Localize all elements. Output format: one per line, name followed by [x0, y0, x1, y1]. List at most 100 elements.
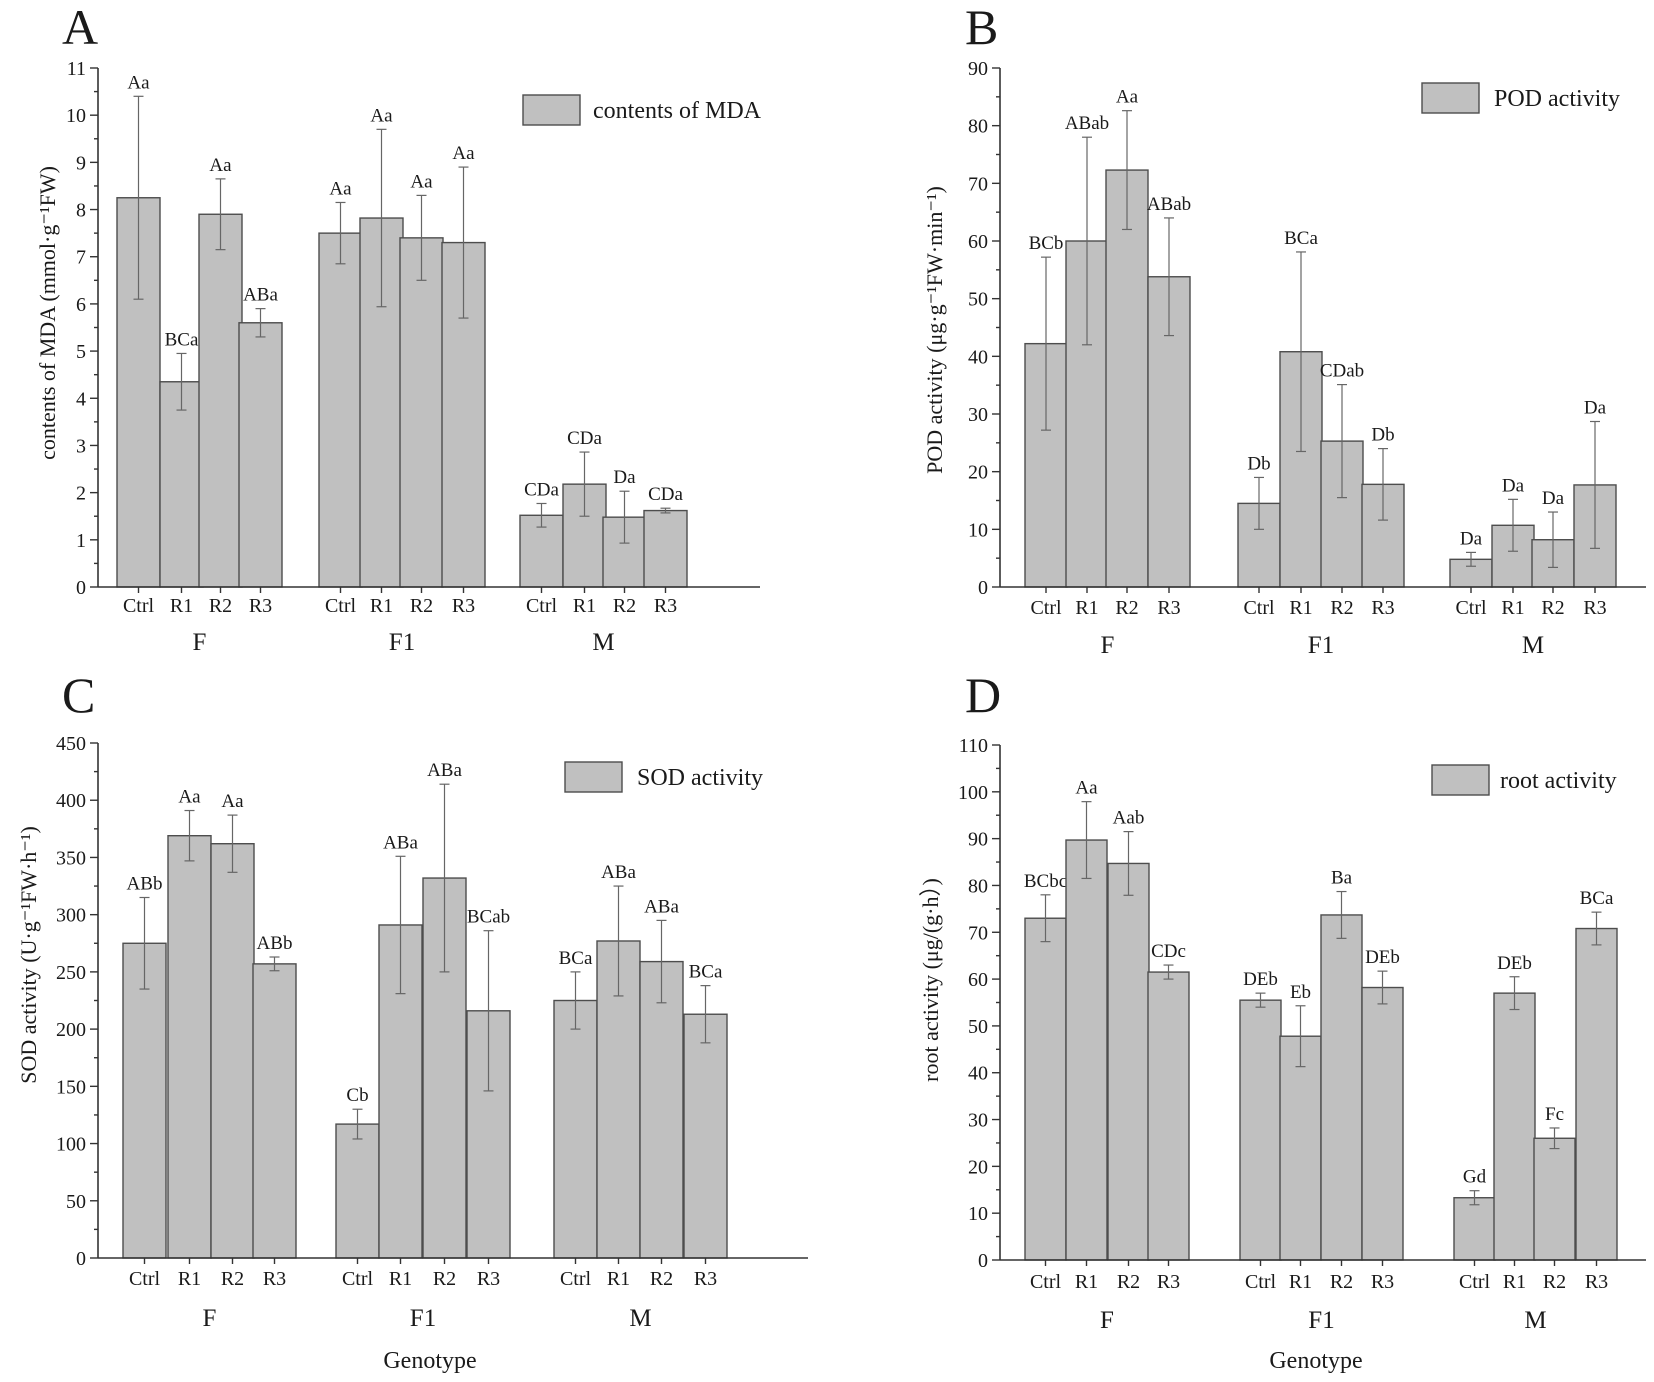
- svg-text:contents of MDA (mmol·g⁻¹FW): contents of MDA (mmol·g⁻¹FW): [35, 166, 60, 460]
- sig-label-c-0-2: Aa: [221, 791, 244, 812]
- sig-label-b-0-1: ABab: [1065, 113, 1109, 134]
- x-tick-label-b-1-3: R3: [1371, 597, 1394, 619]
- y-tick-label-d-10: 100: [958, 782, 988, 804]
- error-bar-b-2-1: [1508, 498, 1518, 552]
- y-tick-label-a-1: 1: [76, 530, 86, 552]
- bar-d-f-r2: [1107, 862, 1150, 1261]
- error-bar-a-2-0: [536, 502, 547, 528]
- y-tick-label-c-3: 150: [56, 1076, 86, 1098]
- y-axis-title-d: root activity (μg/(g·h）): [918, 878, 943, 1082]
- y-tick-label-d-11: 110: [959, 735, 988, 757]
- sig-label-d-2-1: DEb: [1497, 953, 1532, 974]
- group-label-d-m: M: [1524, 1307, 1546, 1334]
- x-tick-label-c-2-1: R1: [607, 1268, 630, 1290]
- error-bar-c-1-3: [483, 930, 494, 1092]
- bar-c-f-r3: [252, 963, 297, 1259]
- svg-text:root activity (μg/(g·h）): root activity (μg/(g·h）): [918, 878, 943, 1082]
- bar-d-f1-r2: [1320, 914, 1363, 1261]
- error-bar-d-2-1: [1509, 976, 1520, 1011]
- y-tick-label-b-6: 60: [968, 231, 988, 253]
- legend-swatch-d: [1431, 764, 1490, 796]
- sig-label-d-2-2: Fc: [1545, 1104, 1564, 1125]
- y-tick-label-d-3: 30: [968, 1110, 988, 1132]
- x-tick-label-c-1-1: R1: [389, 1268, 412, 1290]
- bar-d-f-ctrl: [1024, 917, 1067, 1261]
- y-tick-label-b-1: 10: [968, 519, 988, 541]
- sig-label-c-2-2: ABa: [644, 896, 679, 917]
- bar-c-f-r2: [210, 843, 255, 1259]
- error-bar-b-0-3: [1164, 217, 1174, 337]
- y-tick-label-c-2: 100: [56, 1134, 86, 1156]
- legend-swatch-b: [1421, 82, 1480, 114]
- y-tick-label-b-2: 20: [968, 462, 988, 484]
- legend-swatch-c: [564, 761, 623, 793]
- error-bar-c-0-2: [227, 814, 238, 873]
- sig-label-b-1-0: Db: [1247, 453, 1270, 474]
- x-axis-title-c: Genotype: [383, 1348, 476, 1374]
- error-bar-b-0-0: [1041, 256, 1051, 431]
- bar-d-m-r3: [1575, 927, 1618, 1261]
- y-tick-label-c-4: 200: [56, 1019, 86, 1041]
- error-bar-d-2-3: [1591, 911, 1602, 946]
- y-tick-label-b-3: 30: [968, 404, 988, 426]
- y-axis-title-b: POD activity (μg·g⁻¹FW·min⁻¹): [922, 186, 947, 474]
- error-bar-c-1-2: [439, 783, 450, 973]
- sig-label-a-2-2: Da: [613, 467, 636, 488]
- error-bar-a-0-0: [133, 95, 144, 300]
- x-tick-label-d-1-1: R1: [1289, 1271, 1312, 1293]
- y-tick-label-c-6: 300: [56, 905, 86, 927]
- bar-b-f-r2: [1105, 169, 1149, 588]
- y-tick-label-a-3: 3: [76, 435, 86, 457]
- y-tick-label-a-8: 8: [76, 200, 86, 222]
- error-bar-d-0-0: [1040, 894, 1051, 943]
- y-axis-title-c: SOD activity (U·g⁻¹FW·h⁻¹): [16, 826, 41, 1084]
- error-bar-c-1-1: [395, 855, 406, 995]
- error-bar-c-2-0: [570, 971, 581, 1030]
- group-label-c-f: F: [203, 1305, 217, 1332]
- error-bar-a-2-1: [579, 451, 590, 517]
- x-tick-label-a-2-1: R1: [573, 595, 596, 617]
- x-tick-label-d-1-3: R3: [1371, 1271, 1394, 1293]
- legend-label-a: contents of MDA: [593, 98, 762, 124]
- panel-letter-b: B: [965, 0, 998, 55]
- y-tick-label-b-0: 0: [978, 577, 988, 599]
- sig-label-c-0-3: ABb: [257, 933, 293, 954]
- bar-c-m-r3: [683, 1013, 728, 1259]
- legend-label-d: root activity: [1500, 768, 1617, 794]
- x-axis-title-d: Genotype: [1269, 1348, 1362, 1374]
- legend-b: POD activity: [1421, 82, 1620, 114]
- x-tick-label-d-0-2: R2: [1117, 1271, 1140, 1293]
- x-tick-label-a-2-2: R2: [613, 595, 636, 617]
- svg-text:POD activity (μg·g⁻¹FW·min⁻¹): POD activity (μg·g⁻¹FW·min⁻¹): [922, 186, 947, 474]
- x-tick-label-b-0-0: Ctrl: [1030, 597, 1062, 619]
- sig-label-a-2-3: CDa: [648, 484, 683, 505]
- bar-c-f-r1: [167, 835, 212, 1259]
- bar-c-m-r2: [639, 960, 684, 1259]
- x-tick-label-c-2-2: R2: [650, 1268, 673, 1290]
- error-bar-a-1-0: [335, 201, 346, 265]
- sig-label-c-1-1: ABa: [383, 832, 418, 853]
- panel-c: C SOD activity (U·g⁻¹FW·h⁻¹) SOD activit…: [16, 667, 808, 1374]
- panel-letter-a: A: [62, 0, 98, 55]
- y-tick-label-d-2: 20: [968, 1156, 988, 1178]
- x-tick-label-b-0-1: R1: [1075, 597, 1098, 619]
- sig-label-d-1-0: DEb: [1243, 969, 1278, 990]
- bar-d-f-r3: [1147, 971, 1190, 1261]
- sig-label-d-2-3: BCa: [1580, 888, 1614, 909]
- x-tick-label-b-2-1: R1: [1501, 597, 1524, 619]
- x-tick-label-d-1-2: R2: [1330, 1271, 1353, 1293]
- y-tick-label-d-0: 0: [978, 1250, 988, 1272]
- error-bar-b-2-3: [1590, 420, 1600, 549]
- error-bar-b-2-2: [1548, 511, 1558, 568]
- error-bar-a-2-2: [619, 490, 630, 544]
- sig-label-a-0-3: ABa: [243, 285, 278, 306]
- y-tick-label-a-4: 4: [76, 388, 86, 410]
- group-label-b-f1: F1: [1308, 632, 1334, 659]
- error-bar-d-2-2: [1549, 1127, 1560, 1150]
- x-tick-label-d-0-3: R3: [1157, 1271, 1180, 1293]
- x-tick-label-a-1-2: R2: [410, 595, 433, 617]
- sig-label-b-1-2: CDab: [1320, 361, 1364, 382]
- y-tick-label-a-10: 10: [66, 105, 86, 127]
- x-tick-label-b-2-0: Ctrl: [1455, 597, 1487, 619]
